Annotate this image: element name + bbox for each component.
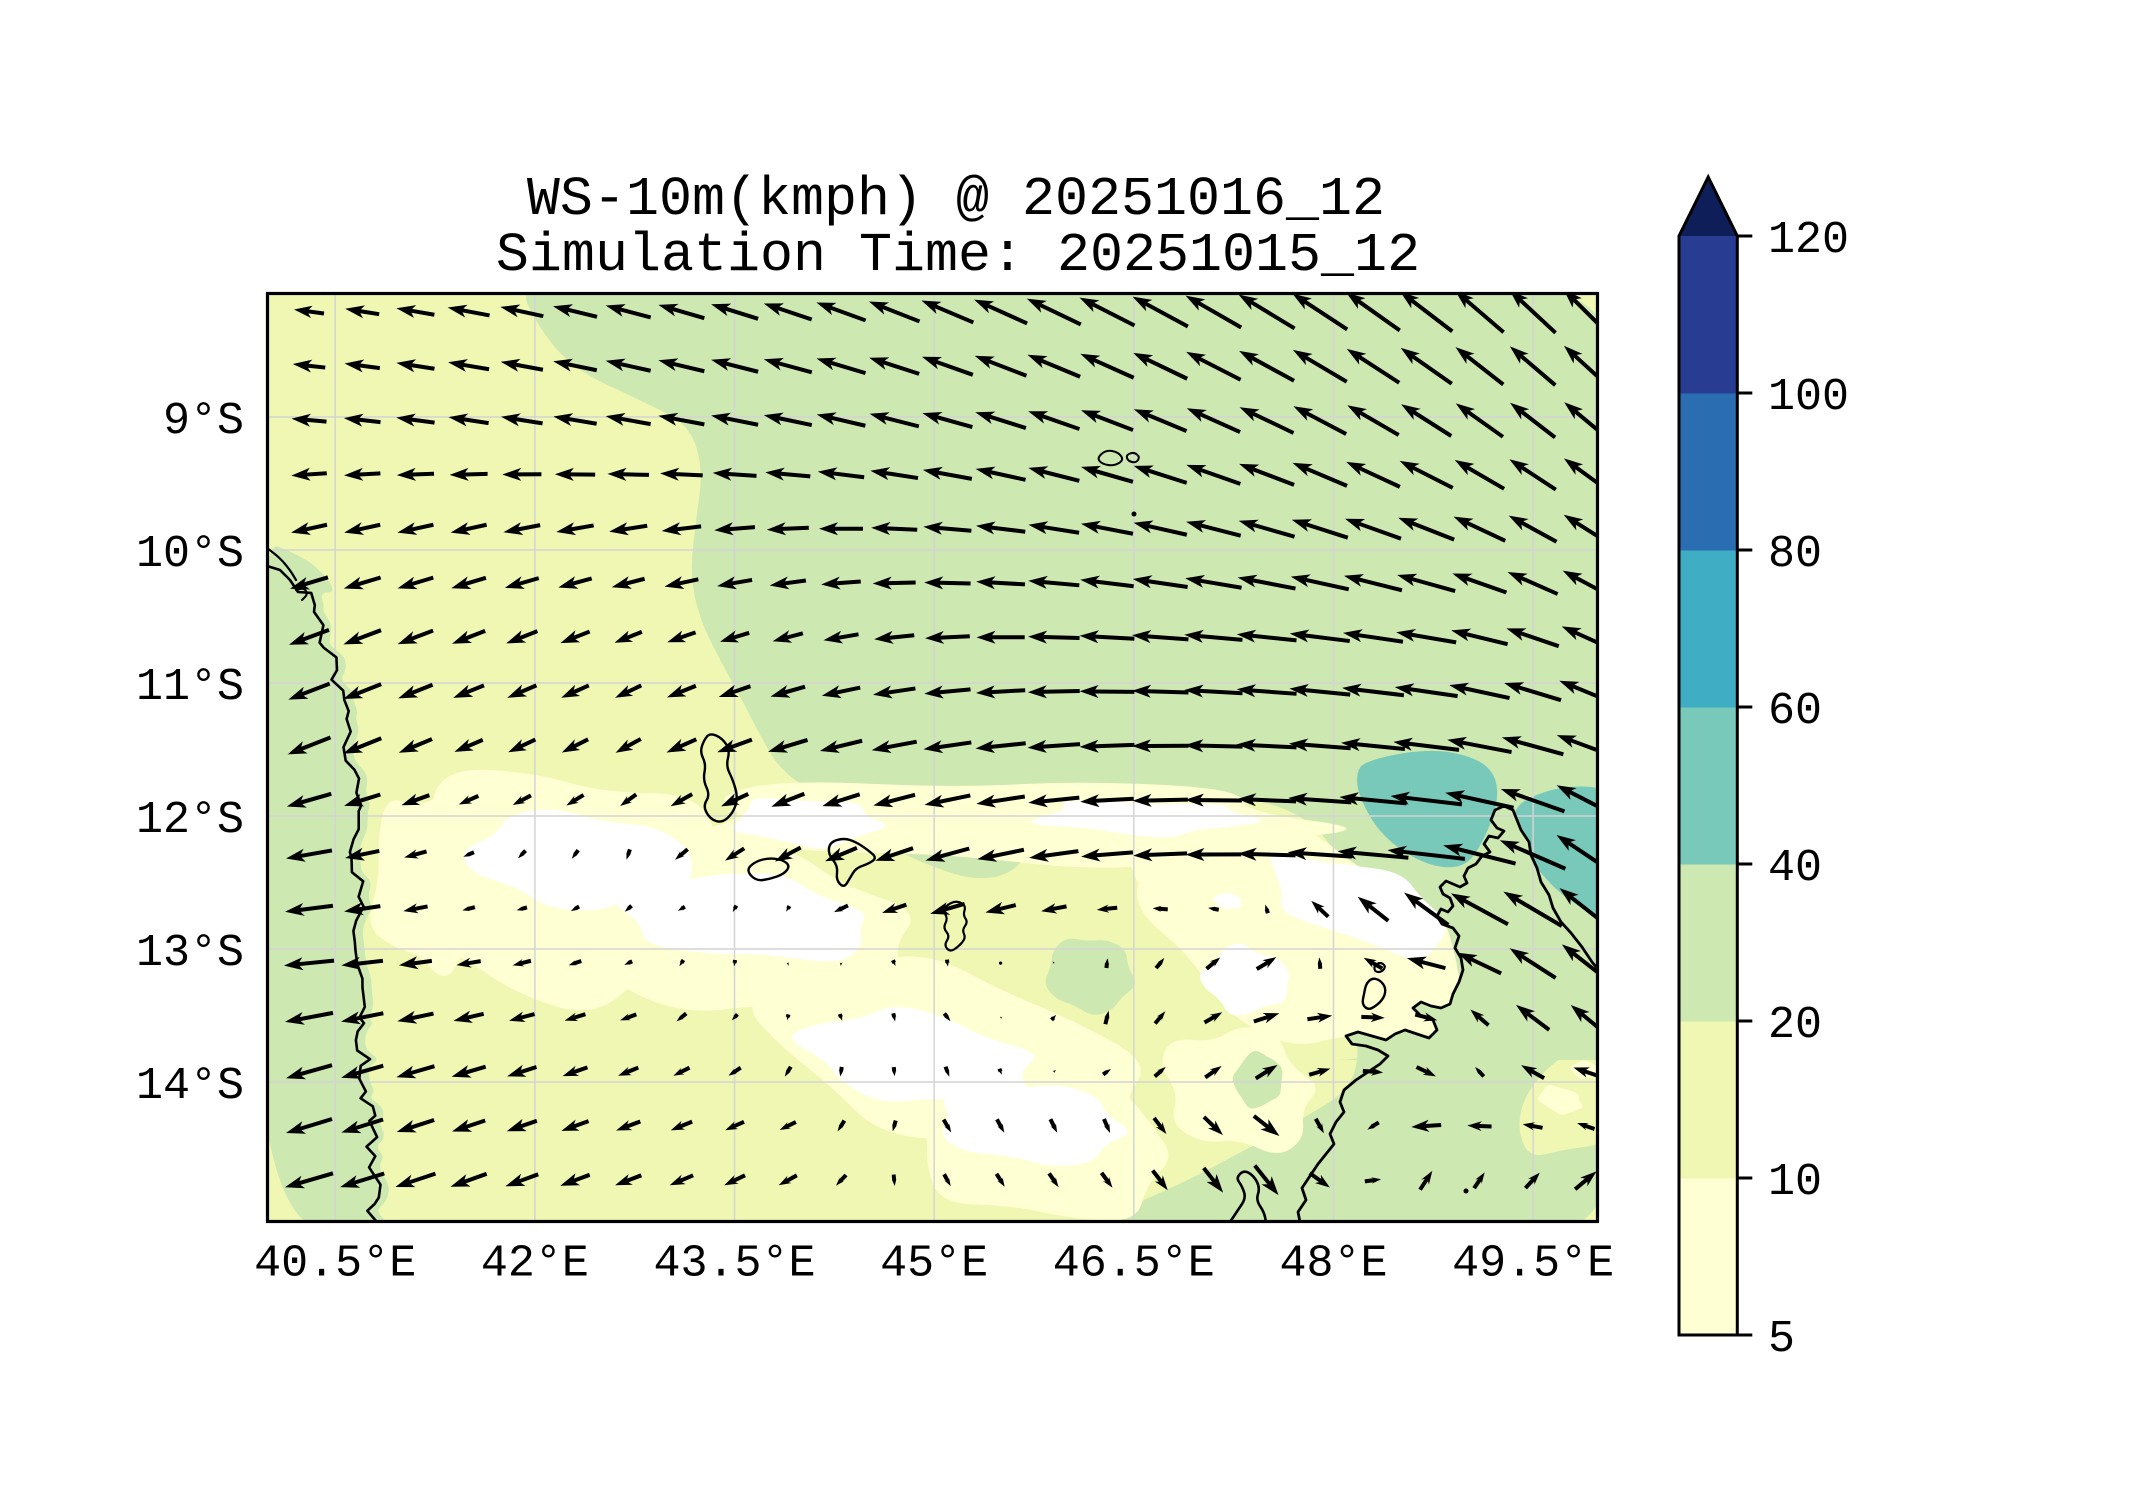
svg-text:9°S: 9°S [163, 396, 244, 447]
svg-text:120: 120 [1768, 215, 1849, 266]
svg-text:40.5°E: 40.5°E [254, 1239, 416, 1290]
svg-text:45°E: 45°E [880, 1239, 988, 1290]
svg-text:49.5°E: 49.5°E [1452, 1239, 1614, 1290]
svg-text:80: 80 [1768, 529, 1822, 580]
svg-text:40: 40 [1768, 843, 1822, 894]
svg-text:WS-10m(kmph) @ 20251016_12: WS-10m(kmph) @ 20251016_12 [527, 168, 1385, 231]
svg-text:60: 60 [1768, 686, 1822, 737]
svg-text:10: 10 [1768, 1157, 1822, 1208]
svg-text:100: 100 [1768, 372, 1849, 423]
svg-text:48°E: 48°E [1279, 1239, 1387, 1290]
svg-text:46.5°E: 46.5°E [1053, 1239, 1215, 1290]
svg-text:42°E: 42°E [481, 1239, 589, 1290]
svg-text:20: 20 [1768, 1000, 1822, 1051]
svg-text:5: 5 [1768, 1314, 1795, 1365]
svg-text:Simulation Time: 20251015_12: Simulation Time: 20251015_12 [496, 224, 1420, 287]
svg-text:13°S: 13°S [136, 928, 244, 979]
svg-text:10°S: 10°S [136, 529, 244, 580]
svg-text:43.5°E: 43.5°E [653, 1239, 815, 1290]
svg-text:12°S: 12°S [136, 795, 244, 846]
svg-text:11°S: 11°S [136, 662, 244, 713]
svg-text:14°S: 14°S [136, 1061, 244, 1112]
